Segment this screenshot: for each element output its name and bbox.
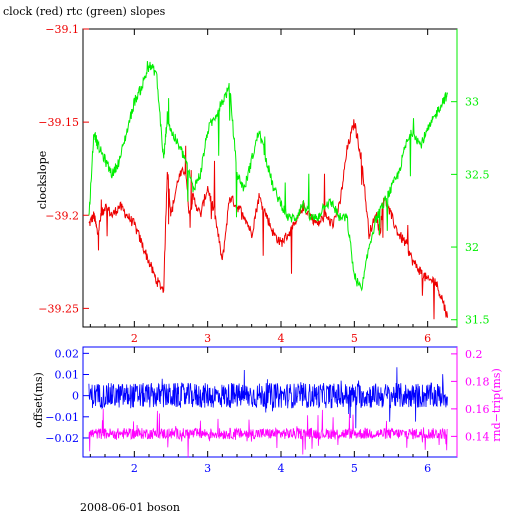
right-tick-label: 0.2 <box>465 348 483 361</box>
offset-series <box>88 367 448 429</box>
top-series-group <box>88 60 448 320</box>
top-right-axis: 31.5 32 32.5 33 <box>451 29 490 327</box>
left-tick-label: 0 <box>72 390 79 403</box>
right-tick-label: 33 <box>465 96 479 109</box>
rtc-slope-series <box>88 60 448 292</box>
bottom-left-axis: 0.02 0.01 0 −0.01 −0.02 <box>45 347 89 445</box>
top-x-axis: 2 3 4 5 6 <box>89 29 431 345</box>
footer-label: 2008-06-01 boson <box>80 501 180 512</box>
left-tick-label: −39.2 <box>45 209 79 222</box>
right-tick-label: 0.18 <box>465 375 490 388</box>
bottom-right-axis-label: rnd−trip(ms) <box>490 368 503 442</box>
x-tick-label: 5 <box>351 462 358 475</box>
top-left-axis: −39.1 −39.15 −39.2 −39.25 <box>38 23 89 315</box>
top-plot-frame <box>82 28 458 328</box>
clock-slope-series <box>88 119 448 320</box>
x-tick-label: 4 <box>278 332 285 345</box>
right-tick-label: 32 <box>465 241 479 254</box>
bottom-x-axis: 2 3 4 5 6 <box>89 347 431 475</box>
left-tick-label: −39.15 <box>38 116 79 129</box>
right-tick-label: 0.14 <box>465 430 490 443</box>
bottom-right-axis: 0.2 0.18 0.16 0.14 <box>451 347 490 457</box>
chart-title: clock (red) rtc (green) slopes <box>3 5 166 18</box>
bottom-left-axis-label: offset(ms) <box>32 372 45 428</box>
left-tick-label: −0.02 <box>45 432 79 445</box>
round-trip-series <box>88 408 448 458</box>
left-tick-label: −0.01 <box>45 411 79 424</box>
top-panel: −39.1 −39.15 −39.2 −39.25 31.5 32 32.5 33 2 3 4 5… <box>36 23 490 345</box>
x-tick-label: 6 <box>424 462 431 475</box>
x-tick-label: 3 <box>204 462 211 475</box>
x-tick-label: 4 <box>278 462 285 475</box>
right-tick-label: 0.16 <box>465 403 490 416</box>
left-tick-label: −39.1 <box>45 23 79 36</box>
x-tick-label: 3 <box>204 332 211 345</box>
left-tick-label: −39.25 <box>38 302 79 315</box>
x-tick-label: 2 <box>131 332 138 345</box>
bottom-series-group <box>88 367 448 458</box>
bottom-plot-frame <box>82 346 458 458</box>
left-tick-label: 0.02 <box>55 347 80 360</box>
right-tick-label: 32.5 <box>465 168 490 181</box>
x-tick-label: 2 <box>131 462 138 475</box>
bottom-panel: 0.02 0.01 0 −0.01 −0.02 0.2 0.18 0.16 0.14 2 3 4 5… <box>32 346 503 475</box>
x-tick-label: 6 <box>424 332 431 345</box>
x-tick-label: 5 <box>351 332 358 345</box>
right-tick-label: 31.5 <box>465 314 490 327</box>
left-tick-label: 0.01 <box>55 369 80 382</box>
top-left-axis-label: clockslope <box>36 151 49 209</box>
